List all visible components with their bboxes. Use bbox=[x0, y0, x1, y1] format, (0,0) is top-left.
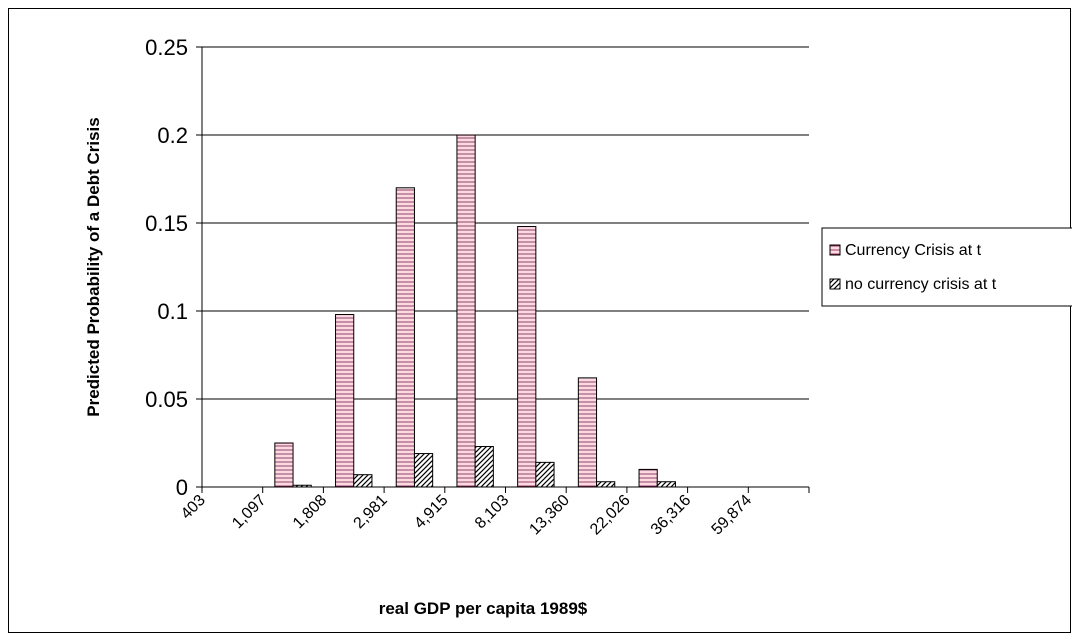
bar-currency-crisis bbox=[577, 377, 598, 488]
x-tick-label: 1,097 bbox=[229, 492, 269, 532]
legend-label-currency-crisis: Currency Crisis at t bbox=[845, 242, 982, 259]
x-tick-label: 13,360 bbox=[526, 492, 573, 539]
y-axis-title: Predicted Probability of a Debt Crisis bbox=[84, 117, 103, 416]
bar-no-currency-crisis bbox=[413, 453, 434, 488]
x-tick-label: 4,915 bbox=[411, 492, 451, 532]
bar-no-currency-crisis bbox=[474, 446, 494, 488]
legend-label-no-currency-crisis: no currency crisis at t bbox=[845, 276, 997, 293]
y-tick-label: 0.15 bbox=[145, 211, 188, 236]
bar-currency-crisis bbox=[395, 187, 415, 488]
legend-swatch-no-currency-crisis bbox=[829, 278, 841, 290]
x-tick-label: 2,981 bbox=[351, 492, 391, 532]
x-tick-label: 36,316 bbox=[648, 492, 695, 539]
bar-currency-crisis bbox=[456, 134, 476, 488]
bar-currency-crisis bbox=[274, 442, 294, 488]
bar-currency-crisis bbox=[638, 468, 658, 488]
bar-no-currency-crisis bbox=[656, 481, 676, 488]
y-tick-label: 0 bbox=[176, 475, 188, 500]
bar-no-currency-crisis bbox=[353, 474, 373, 488]
x-tick-label: 1,808 bbox=[290, 492, 330, 532]
legend: Currency Crisis at t no currency crisis … bbox=[821, 227, 1072, 307]
chart-frame: 0 0.05 0.1 0.15 0.2 0.25 403 1,097 1,808 2,981 4,9… bbox=[8, 8, 1072, 633]
legend-box bbox=[821, 227, 1072, 307]
x-tick-label: 22,026 bbox=[587, 492, 634, 539]
bar-currency-crisis bbox=[335, 314, 355, 488]
y-tick-label: 0.2 bbox=[157, 123, 188, 148]
x-tick-label: 59,874 bbox=[709, 492, 756, 539]
y-tick-label: 0.25 bbox=[145, 35, 188, 60]
bar-no-currency-crisis bbox=[535, 461, 555, 488]
x-axis-title: real GDP per capita 1989$ bbox=[379, 599, 588, 618]
bar-no-currency-crisis bbox=[596, 481, 616, 488]
legend-swatch-currency-crisis bbox=[829, 244, 841, 256]
y-tick-label: 0.05 bbox=[145, 387, 188, 412]
bar-currency-crisis bbox=[517, 226, 537, 488]
x-tick-label: 8,103 bbox=[472, 492, 512, 532]
y-tick-label: 0.1 bbox=[157, 299, 188, 324]
